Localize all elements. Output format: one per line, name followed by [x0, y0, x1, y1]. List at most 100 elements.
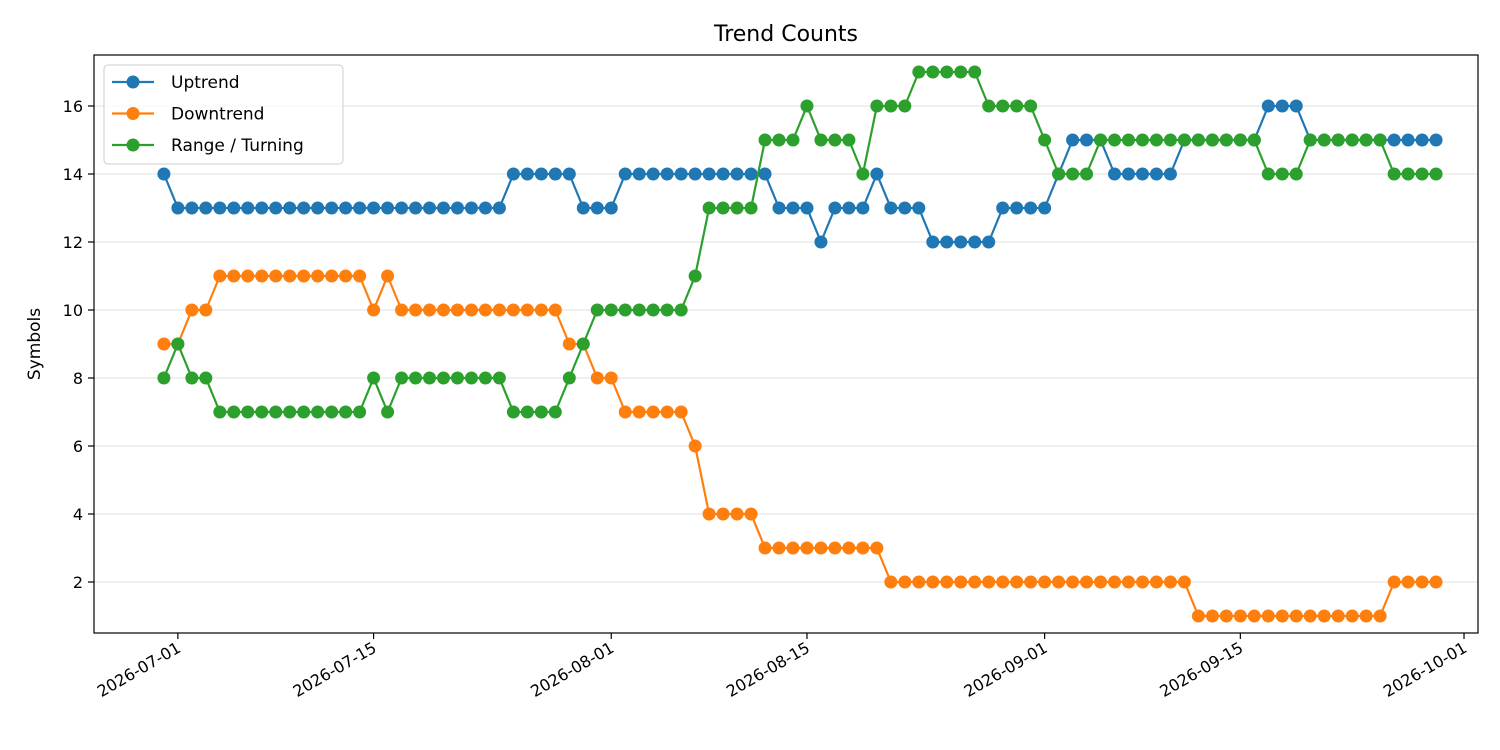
data-point	[464, 201, 478, 215]
data-point	[1024, 99, 1038, 113]
data-point	[646, 303, 660, 317]
data-point	[255, 269, 269, 283]
data-point	[450, 303, 464, 317]
data-point	[954, 65, 968, 79]
data-point	[1317, 609, 1331, 623]
data-point	[1010, 201, 1024, 215]
data-point	[1066, 167, 1080, 181]
data-point	[1289, 609, 1303, 623]
data-point	[716, 167, 730, 181]
y-tick-label: 2	[73, 573, 83, 592]
data-point	[786, 541, 800, 555]
legend-marker	[126, 75, 140, 89]
data-point	[1261, 99, 1275, 113]
data-point	[1219, 609, 1233, 623]
data-point	[1038, 201, 1052, 215]
data-point	[996, 201, 1010, 215]
data-point	[241, 405, 255, 419]
data-point	[1163, 575, 1177, 589]
data-point	[1163, 167, 1177, 181]
data-point	[227, 269, 241, 283]
data-point	[157, 371, 171, 385]
data-point	[982, 99, 996, 113]
data-point	[1373, 609, 1387, 623]
data-point	[1177, 133, 1191, 147]
data-point	[1359, 133, 1373, 147]
data-point	[1122, 133, 1136, 147]
data-point	[702, 201, 716, 215]
data-point	[534, 405, 548, 419]
data-point	[632, 405, 646, 419]
data-point	[269, 405, 283, 419]
data-point	[646, 167, 660, 181]
data-point	[436, 371, 450, 385]
data-point	[786, 201, 800, 215]
data-point	[1135, 167, 1149, 181]
data-point	[982, 575, 996, 589]
data-point	[283, 405, 297, 419]
data-point	[534, 167, 548, 181]
data-point	[213, 405, 227, 419]
data-point	[213, 201, 227, 215]
data-point	[339, 405, 353, 419]
data-point	[423, 201, 437, 215]
data-point	[311, 201, 325, 215]
data-point	[968, 575, 982, 589]
data-point	[311, 269, 325, 283]
data-point	[1275, 609, 1289, 623]
y-tick-label: 8	[73, 369, 83, 388]
data-point	[353, 201, 367, 215]
data-point	[590, 201, 604, 215]
data-point	[968, 235, 982, 249]
data-point	[1289, 99, 1303, 113]
y-tick-label: 10	[63, 301, 83, 320]
data-point	[758, 541, 772, 555]
data-point	[898, 99, 912, 113]
data-point	[367, 371, 381, 385]
data-point	[506, 303, 520, 317]
data-point	[1205, 609, 1219, 623]
data-point	[1429, 167, 1443, 181]
data-point	[716, 201, 730, 215]
legend-marker	[126, 138, 140, 152]
data-point	[157, 337, 171, 351]
data-point	[870, 99, 884, 113]
data-point	[814, 133, 828, 147]
data-point	[1149, 575, 1163, 589]
data-point	[199, 371, 213, 385]
data-point	[1233, 609, 1247, 623]
data-point	[926, 65, 940, 79]
data-point	[548, 167, 562, 181]
data-point	[325, 201, 339, 215]
legend: Uptrend Downtrend Range / Turning	[103, 64, 344, 165]
data-point	[982, 235, 996, 249]
data-point	[409, 371, 423, 385]
data-point	[856, 541, 870, 555]
data-point	[436, 303, 450, 317]
data-point	[842, 133, 856, 147]
data-point	[562, 167, 576, 181]
data-point	[1108, 575, 1122, 589]
data-point	[618, 167, 632, 181]
data-point	[395, 201, 409, 215]
data-point	[1261, 609, 1275, 623]
data-point	[409, 201, 423, 215]
data-point	[1066, 575, 1080, 589]
data-point	[954, 235, 968, 249]
series-range-turning	[157, 65, 1443, 419]
data-point	[758, 133, 772, 147]
data-point	[311, 405, 325, 419]
data-point	[1303, 133, 1317, 147]
data-point	[912, 201, 926, 215]
data-point	[1052, 167, 1066, 181]
data-point	[1331, 609, 1345, 623]
data-point	[464, 371, 478, 385]
data-point	[171, 337, 185, 351]
data-point	[702, 167, 716, 181]
data-point	[744, 167, 758, 181]
data-point	[1149, 167, 1163, 181]
y-tick-label: 16	[63, 97, 83, 116]
data-point	[1401, 133, 1415, 147]
data-point	[1261, 167, 1275, 181]
